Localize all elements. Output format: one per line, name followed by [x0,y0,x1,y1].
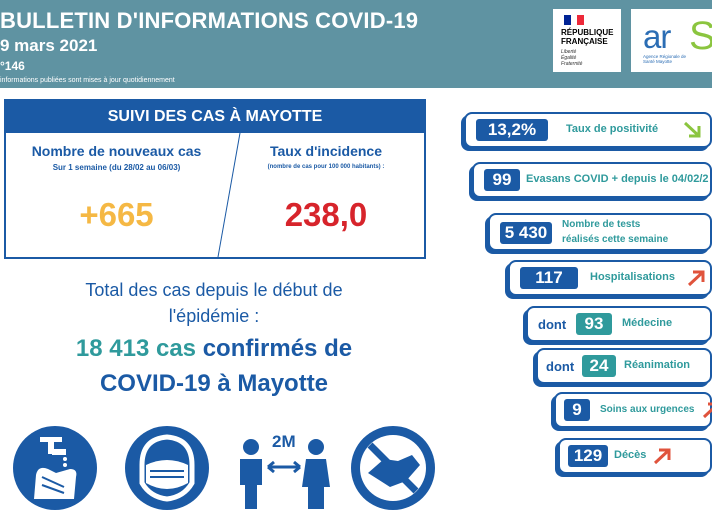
urgences-card: 9 Soins aux urgences [554,392,712,428]
reanimation-value: 24 [582,355,616,377]
distance-label: 2M [272,432,296,451]
positivity-value: 13,2% [476,119,548,141]
tests-label1: Nombre de tests [562,219,641,230]
distance-2m-icon: 2M [240,432,330,509]
french-flag-icon [564,15,585,25]
update-note: informations publiées sont mises à jour … [0,77,175,84]
bulletin-title: BULLETIN D'INFORMATIONS COVID-19 [0,8,419,33]
bulletin-date: 9 mars 2021 [0,36,98,55]
rf-motto2: Égalité [561,55,577,61]
positivity-card: 13,2% Taux de positivité [464,112,712,148]
medecine-label: Médecine [622,317,673,329]
deces-value: 129 [568,445,608,467]
incidence-value: 238,0 [284,196,368,233]
trend-up-arrow-icon [687,270,705,287]
urgences-label: Soins aux urgences [600,404,695,415]
deces-card: 129 Décès [558,438,712,474]
urgences-value: 9 [564,399,590,421]
new-cases-label: Nombre de nouveaux cas [31,143,202,159]
medecine-value: 93 [576,313,612,335]
evasans-label: Evasans COVID + depuis le 04/02/2 [526,173,709,185]
reanimation-label: Réanimation [624,359,691,371]
no-handshake-icon [351,426,435,510]
medecine-prefix: dont [538,317,567,332]
tests-card: 5 430 Nombre de tests réalisés cette sem… [488,213,712,251]
total-count-line: 18 413 cas confirmés de [10,335,418,363]
ars-logo-text: ar [643,18,671,55]
cases-title: SUIVI DES CAS À MAYOTTE [6,101,424,133]
total-confirmed: confirmés de [202,335,353,362]
trend-down-arrow-icon [683,121,701,138]
new-cases-value: +665 [79,196,154,233]
trend-up-arrow-icon [653,448,671,465]
trend-up-arrow-icon [702,402,712,419]
bulletin-number: °146 [0,59,25,73]
cases-divider [217,132,241,258]
evasans-card: 99 Evasans COVID + depuis le 04/02/2 [472,162,712,198]
cases-summary-box: SUIVI DES CAS À MAYOTTE Nombre de nouvea… [4,99,426,259]
tests-value: 5 430 [500,222,552,244]
medecine-card: dont 93 Médecine [526,306,712,342]
reanimation-prefix: dont [546,359,575,374]
rf-line2: FRANÇAISE [561,37,608,46]
hospitalisations-card: 117 Hospitalisations [508,260,712,296]
incidence-unit: (nombre de cas pour 100 000 habitants) : [267,164,385,170]
total-count: 18 413 cas [75,335,197,362]
incidence-label: Taux d'incidence [270,143,382,159]
total-line1: Total des cas depuis le début de [85,280,343,300]
total-line4: COVID-19 à Mayotte [99,370,329,397]
rf-line1: RÉPUBLIQUE [561,28,614,37]
rf-motto3: Fraternité [561,61,583,67]
republique-francaise-logo: RÉPUBLIQUE FRANÇAISE Liberté Égalité Fra… [553,9,621,72]
hospitalisations-value: 117 [520,267,578,289]
wash-hands-icon [13,426,97,510]
evasans-value: 99 [484,169,520,191]
mask-icon [125,426,209,510]
ars-logo-s: S [689,14,712,58]
ars-logo-subtitle: Agence Régionale de Santé Mayotte [643,54,687,64]
positivity-label: Taux de positivité [566,123,659,135]
total-line2: l'épidémie : [168,306,260,326]
ars-logo: ar S Agence Régionale de Santé Mayotte [631,9,712,72]
rf-motto1: Liberté [561,49,577,55]
tests-label2: réalisés cette semaine [562,234,669,245]
deces-label: Décès [614,449,647,461]
reanimation-card: dont 24 Réanimation [536,348,712,384]
header-banner: BULLETIN D'INFORMATIONS COVID-19 9 mars … [0,0,712,88]
hospitalisations-label: Hospitalisations [590,271,675,283]
new-cases-period: Sur 1 semaine (du 28/02 au 06/03) [52,163,181,172]
